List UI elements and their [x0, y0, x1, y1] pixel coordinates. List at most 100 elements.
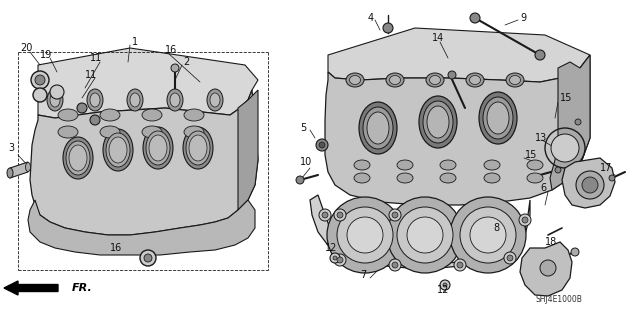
- Circle shape: [397, 207, 453, 263]
- Circle shape: [582, 177, 598, 193]
- Ellipse shape: [210, 93, 220, 107]
- Ellipse shape: [397, 173, 413, 183]
- Circle shape: [319, 209, 331, 221]
- Ellipse shape: [470, 76, 481, 85]
- Ellipse shape: [103, 129, 133, 171]
- Ellipse shape: [69, 145, 87, 171]
- Ellipse shape: [419, 96, 457, 148]
- FancyArrow shape: [4, 281, 58, 295]
- Text: 10: 10: [300, 157, 312, 167]
- Ellipse shape: [47, 89, 63, 111]
- Ellipse shape: [100, 126, 120, 138]
- Ellipse shape: [184, 126, 204, 138]
- Circle shape: [457, 262, 463, 268]
- Text: 19: 19: [40, 50, 52, 60]
- Circle shape: [77, 103, 87, 113]
- Ellipse shape: [426, 73, 444, 87]
- Ellipse shape: [397, 160, 413, 170]
- Circle shape: [334, 254, 346, 266]
- Circle shape: [555, 167, 561, 173]
- Ellipse shape: [207, 89, 223, 111]
- Circle shape: [171, 64, 179, 72]
- Circle shape: [144, 254, 152, 262]
- Ellipse shape: [423, 101, 453, 143]
- Text: 7: 7: [360, 270, 366, 280]
- Ellipse shape: [527, 173, 543, 183]
- Circle shape: [50, 85, 64, 99]
- Ellipse shape: [63, 137, 93, 179]
- Ellipse shape: [527, 160, 543, 170]
- Ellipse shape: [390, 76, 401, 85]
- Polygon shape: [10, 162, 28, 178]
- Circle shape: [389, 259, 401, 271]
- Circle shape: [540, 260, 556, 276]
- Ellipse shape: [66, 141, 90, 175]
- Circle shape: [316, 139, 328, 151]
- Ellipse shape: [189, 135, 207, 161]
- Circle shape: [454, 259, 466, 271]
- Ellipse shape: [130, 93, 140, 107]
- Circle shape: [575, 119, 581, 125]
- Circle shape: [519, 214, 531, 226]
- Ellipse shape: [7, 168, 13, 178]
- Text: 12: 12: [437, 285, 449, 295]
- Ellipse shape: [386, 73, 404, 87]
- Polygon shape: [325, 55, 590, 205]
- Text: 17: 17: [600, 163, 612, 173]
- Ellipse shape: [149, 135, 167, 161]
- Ellipse shape: [354, 173, 370, 183]
- Ellipse shape: [427, 106, 449, 138]
- Text: 18: 18: [545, 237, 557, 247]
- Ellipse shape: [26, 162, 31, 172]
- Circle shape: [609, 175, 615, 181]
- Circle shape: [319, 142, 325, 148]
- Ellipse shape: [483, 97, 513, 139]
- Circle shape: [450, 197, 526, 273]
- Circle shape: [334, 209, 346, 221]
- Circle shape: [337, 207, 393, 263]
- Ellipse shape: [109, 137, 127, 163]
- Polygon shape: [550, 55, 590, 190]
- Text: FR.: FR.: [72, 283, 93, 293]
- Ellipse shape: [440, 173, 456, 183]
- Circle shape: [470, 13, 480, 23]
- Text: 11: 11: [85, 70, 97, 80]
- Circle shape: [383, 23, 393, 33]
- Text: 15: 15: [525, 150, 538, 160]
- Text: 15: 15: [560, 93, 572, 103]
- Polygon shape: [30, 90, 258, 235]
- Ellipse shape: [87, 89, 103, 111]
- Ellipse shape: [146, 131, 170, 165]
- Polygon shape: [328, 28, 590, 82]
- Circle shape: [470, 217, 506, 253]
- Polygon shape: [28, 200, 255, 255]
- Ellipse shape: [50, 93, 60, 107]
- Ellipse shape: [479, 92, 517, 144]
- Circle shape: [460, 207, 516, 263]
- Circle shape: [327, 197, 403, 273]
- Circle shape: [571, 248, 579, 256]
- Circle shape: [333, 256, 337, 260]
- Ellipse shape: [349, 76, 360, 85]
- Circle shape: [90, 115, 100, 125]
- Circle shape: [35, 75, 45, 85]
- Ellipse shape: [466, 73, 484, 87]
- Ellipse shape: [184, 109, 204, 121]
- Text: 6: 6: [540, 183, 546, 193]
- Ellipse shape: [487, 102, 509, 134]
- Text: 12: 12: [325, 243, 337, 253]
- Polygon shape: [38, 48, 258, 118]
- Polygon shape: [562, 158, 615, 208]
- Circle shape: [140, 250, 156, 266]
- Ellipse shape: [440, 160, 456, 170]
- Ellipse shape: [90, 93, 100, 107]
- Circle shape: [296, 176, 304, 184]
- Circle shape: [407, 217, 443, 253]
- Ellipse shape: [359, 102, 397, 154]
- Ellipse shape: [506, 73, 524, 87]
- Ellipse shape: [127, 89, 143, 111]
- Text: 8: 8: [493, 223, 499, 233]
- Text: 4: 4: [368, 13, 374, 23]
- Circle shape: [330, 253, 340, 263]
- Circle shape: [387, 197, 463, 273]
